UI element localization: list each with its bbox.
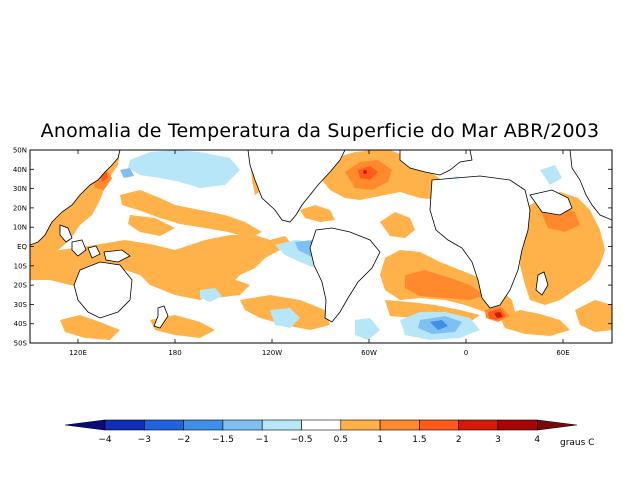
- colorbar-label: 0.5: [334, 435, 348, 445]
- lat-label: 40N: [13, 166, 27, 174]
- lon-label: 120E: [69, 349, 87, 357]
- lat-label: 10S: [14, 262, 28, 270]
- colorbar-label: −2: [177, 435, 190, 445]
- map-panel: 50N 40N 30N 20N 10N EQ 10S 20S 30S 40S 5…: [13, 147, 613, 357]
- colorbar-swatch: [458, 419, 499, 431]
- colorbar-label: −4: [98, 435, 112, 445]
- colorbar: −4 −3 −2 −1.5 −1 −0.5 0.5 1 1.5 2 3 4 gr…: [64, 419, 594, 448]
- arabia-landmass: [529, 189, 573, 216]
- lat-label: 30S: [14, 301, 28, 309]
- colorbar-label: 1.5: [412, 435, 426, 445]
- lat-ticks: [30, 149, 612, 344]
- lat-label: 50N: [13, 147, 27, 155]
- colorbar-label: −1: [256, 435, 269, 445]
- colorbar-right-arrow: [536, 419, 578, 431]
- south-america-landmass: [309, 227, 381, 323]
- borneo-landmass: [71, 239, 87, 257]
- colorbar-label: −3: [138, 435, 151, 445]
- lat-label: 30N: [13, 185, 27, 193]
- lat-label: 50S: [14, 340, 28, 348]
- new-zealand-landmass: [153, 305, 169, 329]
- north-america-landmass: [247, 150, 346, 223]
- continents: [30, 150, 612, 329]
- colorbar-swatch: [104, 419, 145, 431]
- asia-landmass: [30, 150, 121, 246]
- lat-label: 20S: [14, 282, 28, 290]
- africa-landmass: [429, 175, 531, 309]
- indochina-landmass: [59, 224, 73, 243]
- lon-label: 0: [464, 349, 468, 357]
- colorbar-swatch: [144, 419, 184, 431]
- colorbar-label: −1.5: [212, 435, 234, 445]
- madagascar-landmass: [535, 271, 549, 296]
- lat-labels: 50N 40N 30N 20N 10N EQ 10S 20S 30S 40S 5…: [13, 147, 28, 348]
- colorbar-unit-label: graus C: [560, 438, 594, 448]
- lat-label: 10N: [13, 224, 27, 232]
- very-hot-anomaly-cores: [363, 170, 503, 318]
- lat-label: 20N: [13, 204, 27, 212]
- colorbar-label: −0.5: [291, 435, 313, 445]
- colorbar-swatch: [183, 419, 224, 431]
- map-title: Anomalia de Temperatura da Superficie do…: [40, 120, 600, 142]
- india-asia-landmass: [569, 150, 612, 221]
- sulawesi-landmass: [87, 245, 101, 259]
- colorbar-swatch: [301, 419, 342, 431]
- lon-label: 120W: [262, 349, 282, 357]
- new-guinea-landmass: [103, 249, 131, 263]
- colorbar-swatch: [379, 419, 420, 431]
- colorbar-swatch: [340, 419, 381, 431]
- anomaly-field: [30, 150, 612, 340]
- europe-landmass: [399, 150, 473, 176]
- lat-label: 40S: [14, 320, 28, 328]
- colorbar-label: 3: [495, 435, 501, 445]
- lon-ticks: [77, 150, 564, 343]
- australia-landmass: [73, 261, 133, 319]
- lon-labels: 120E 180 120W 60W 0 60E: [69, 349, 570, 357]
- colorbar-swatch: [222, 419, 263, 431]
- colorbar-swatch: [497, 419, 538, 431]
- colorbar-swatch: [261, 419, 302, 431]
- colorbar-label: 1: [377, 435, 383, 445]
- colorbar-label: 4: [534, 435, 540, 445]
- colorbar-label: 2: [456, 435, 462, 445]
- lon-label: 60W: [361, 349, 377, 357]
- colorbar-swatch: [419, 419, 459, 431]
- colorbar-labels: −4 −3 −2 −1.5 −1 −0.5 0.5 1 1.5 2 3 4: [98, 435, 540, 445]
- lon-label: 180: [168, 349, 181, 357]
- lat-label: EQ: [17, 243, 27, 251]
- colorbar-left-arrow: [64, 419, 106, 431]
- lon-label: 60E: [556, 349, 569, 357]
